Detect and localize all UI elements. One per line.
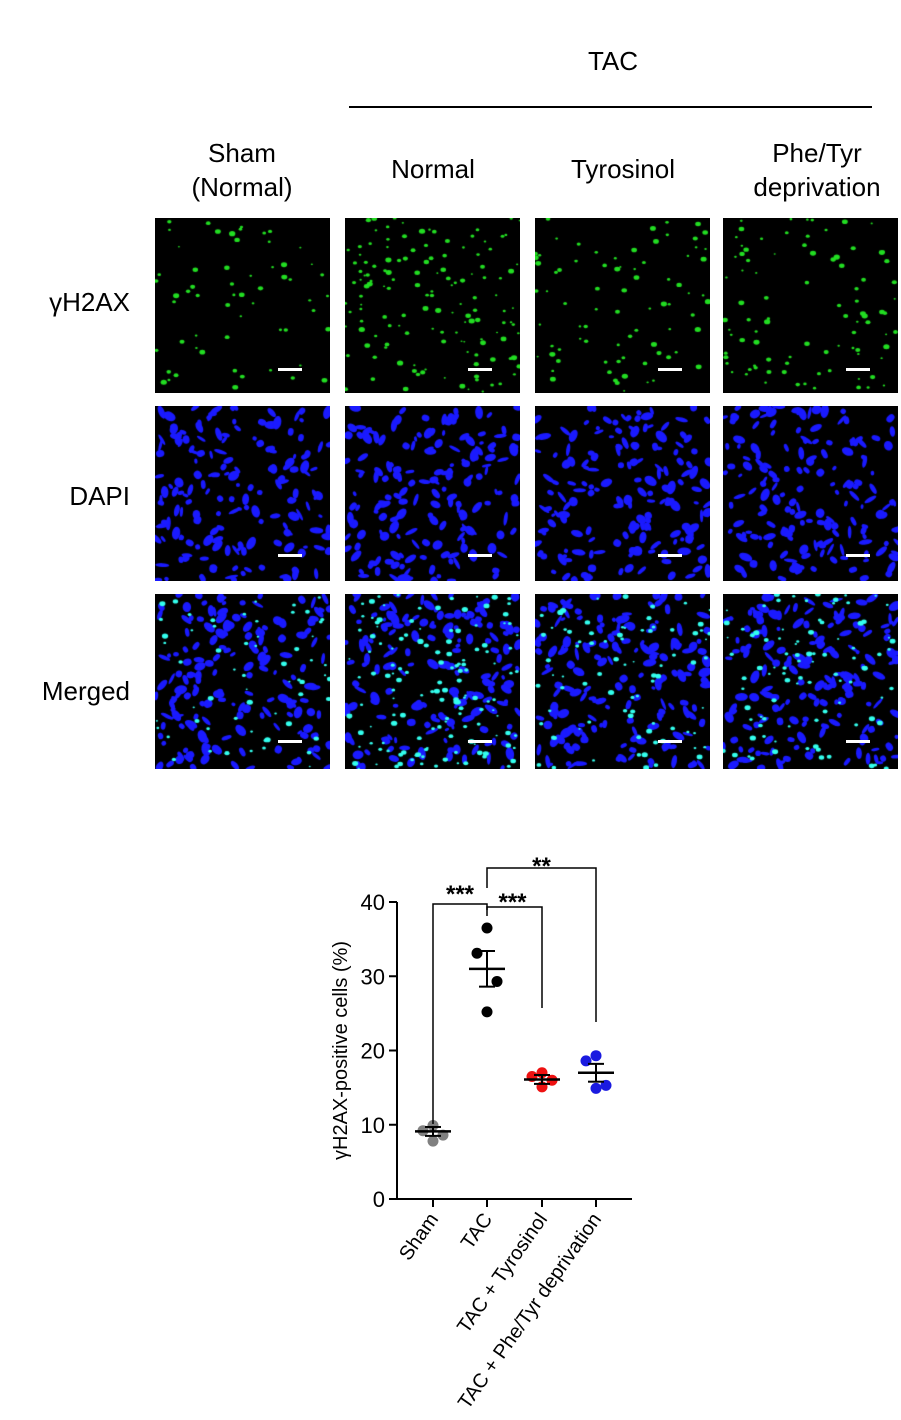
data-point-0 <box>427 1119 439 1131</box>
significance-bracket <box>432 903 488 1124</box>
data-point-1 <box>481 922 493 934</box>
tac-group-header: TAC <box>587 46 639 76</box>
significance-label: *** <box>446 881 475 908</box>
row-label-dapi: DAPI <box>69 481 130 511</box>
scale-bar <box>468 368 492 371</box>
column-header-tyrosinol: Tyrosinol <box>570 154 676 184</box>
data-point-0 <box>427 1135 439 1147</box>
micrograph-ygh2ax-phetyr <box>723 218 898 393</box>
y-axis-label: γH2AX-positive cells (%) <box>330 941 352 1160</box>
y-tick-label: 30 <box>361 964 385 989</box>
column-header-phetyr: Phe/Tyr deprivation <box>753 138 881 202</box>
scale-bar <box>846 368 870 371</box>
data-point-3 <box>590 1050 602 1062</box>
micrograph-merged-phetyr <box>723 594 898 769</box>
micrograph-dapi-normal <box>345 406 520 581</box>
micrograph-dapi-phetyr <box>723 406 898 581</box>
scale-bar <box>278 740 302 743</box>
tac-group-line <box>349 106 872 108</box>
scale-bar <box>278 554 302 557</box>
scale-bar <box>278 368 302 371</box>
row-label-ygh2ax: γH2AX <box>49 287 130 317</box>
scale-bar <box>468 554 492 557</box>
data-point-3 <box>590 1082 602 1094</box>
micrograph-ygh2ax-normal <box>345 218 520 393</box>
ygh2ax-scatter-chart: 0 10 20 30 40 γH2AX-positive cells (%) Sham TAC… <box>330 853 632 1413</box>
micrograph-ygh2ax-tyrosinol <box>535 218 710 393</box>
significance-label: *** <box>498 889 527 916</box>
row-label-merged: Merged <box>41 676 130 706</box>
scale-bar <box>658 554 682 557</box>
y-tick-label: 0 <box>373 1187 385 1212</box>
scale-bar <box>658 740 682 743</box>
data-point-1 <box>491 975 503 987</box>
x-tick-label: TAC <box>457 1209 497 1253</box>
column-header-sham: Sham (Normal) <box>191 138 293 202</box>
y-tick-label: 40 <box>361 890 385 915</box>
micrograph-dapi-tyrosinol <box>535 406 710 581</box>
significance-bracket <box>486 906 543 1008</box>
data-point-1 <box>481 1006 493 1018</box>
x-tick-label: Sham <box>395 1209 443 1264</box>
column-header-normal: Normal <box>391 154 475 184</box>
y-tick-label: 10 <box>361 1113 385 1138</box>
scale-bar <box>658 368 682 371</box>
micrograph-merged-tyrosinol <box>535 594 710 769</box>
scale-bar <box>846 740 870 743</box>
significance-bracket <box>486 867 597 1022</box>
micrograph-merged-normal <box>345 594 520 769</box>
micrograph-merged-sham <box>155 594 330 769</box>
micrograph-dapi-sham <box>155 406 330 581</box>
scale-bar <box>468 740 492 743</box>
data-point-1 <box>471 947 483 959</box>
y-tick-label: 20 <box>361 1039 385 1064</box>
micrograph-ygh2ax-sham <box>155 218 330 393</box>
scale-bar <box>846 554 870 557</box>
significance-label: ** <box>532 853 551 880</box>
